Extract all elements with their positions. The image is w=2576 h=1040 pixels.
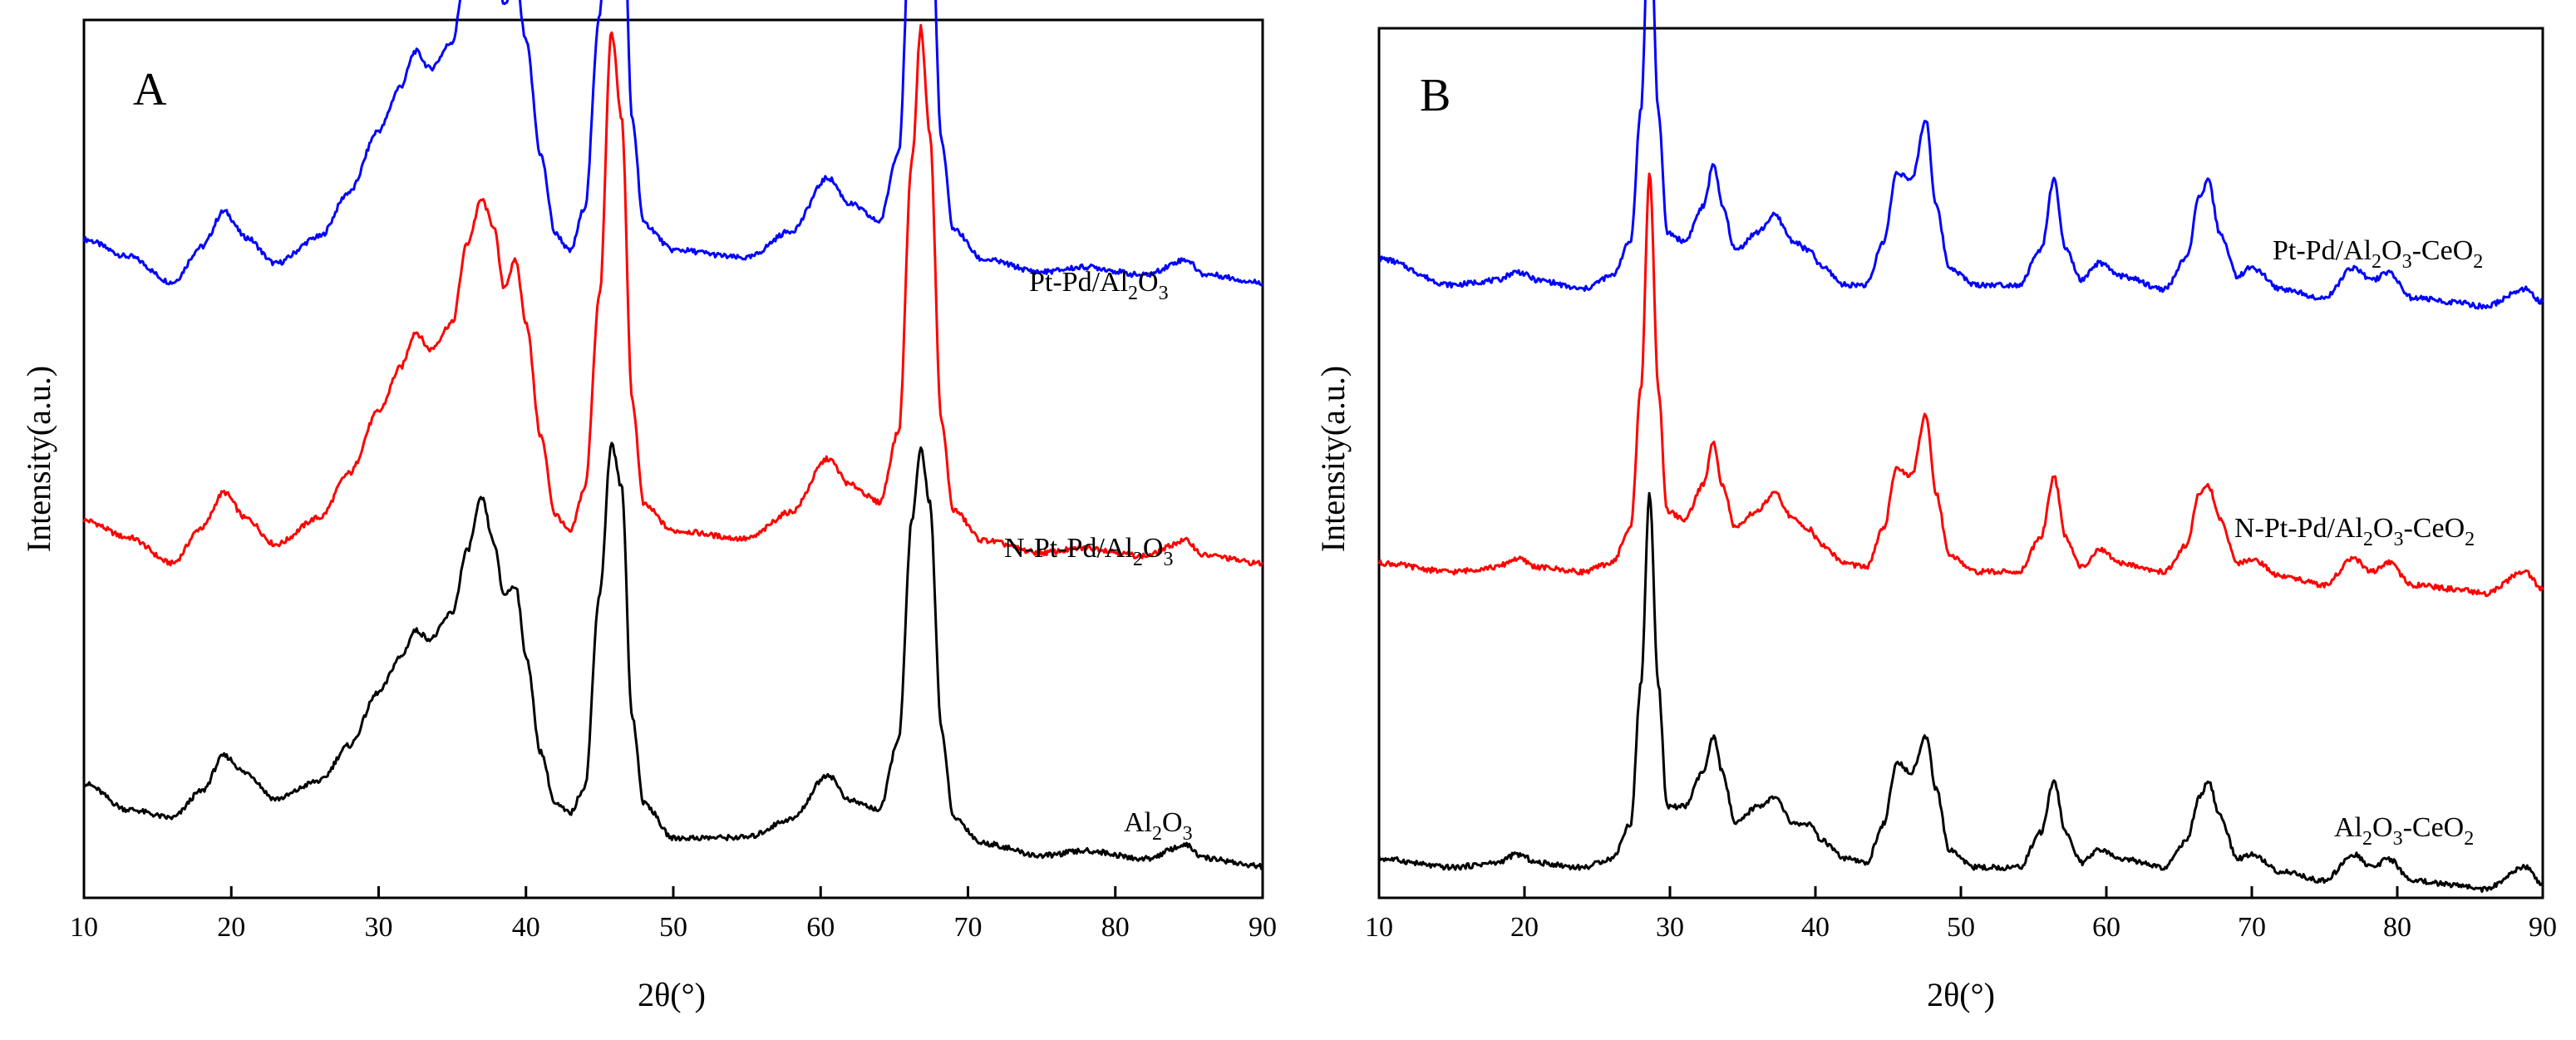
- panel-b-series-labels: Pt-Pd/Al2O3-CeO2 N-Pt-Pd/Al2O3-CeO2 Al2O…: [2234, 235, 2483, 850]
- series-line-a-1: [82, 23, 1264, 567]
- panel-a-series-labels: Pt-Pd/Al2O3 N-Pt-Pd/Al2O3 Al2O3: [1004, 267, 1193, 845]
- panel-b-x-axis-label: 2θ(°): [1927, 976, 1995, 1013]
- panel-b-frame: [1377, 27, 2544, 900]
- panel-b: B 10 20 30 40 50 60 70 80 90 Pt-Pd/Al2O3-CeO2 N-…: [1314, 0, 2557, 1013]
- panel-a-y-axis-label: Intensity(a.u.): [20, 366, 57, 552]
- panel-b-letter: B: [1420, 70, 1451, 121]
- x-tick-label-a-80: 80: [1101, 912, 1130, 943]
- x-tick-label-a-20: 20: [217, 912, 245, 943]
- x-tick-label-b-30: 30: [1656, 912, 1684, 943]
- x-tick-label-b-40: 40: [1801, 912, 1830, 943]
- x-tick-label-a-90: 90: [1249, 912, 1277, 943]
- series-label-n-pt-pd-al2o3-ceo2: N-Pt-Pd/Al2O3-CeO2: [2234, 513, 2475, 550]
- panel-a-frame: [82, 18, 1264, 900]
- panel-b-x-ticks: 10 20 30 40 50 60 70 80 90: [1365, 886, 2557, 943]
- x-tick-label-b-60: 60: [2092, 912, 2120, 943]
- x-tick-label-b-10: 10: [1365, 912, 1393, 943]
- x-tick-label-b-90: 90: [2529, 912, 2557, 943]
- x-tick-label-a-10: 10: [70, 912, 98, 943]
- panel-a-series: [82, 0, 1264, 870]
- x-tick-label-b-70: 70: [2238, 912, 2266, 943]
- x-tick-label-b-80: 80: [2383, 912, 2411, 943]
- panel-a: A 10 20 30 40 50 60 70 80 90 Pt-Pd/Al2O3 N-Pt-Pd…: [20, 0, 1277, 1013]
- panel-a-letter: A: [133, 64, 167, 116]
- x-tick-label-a-40: 40: [512, 912, 540, 943]
- x-tick-label-b-20: 20: [1510, 912, 1539, 943]
- series-label-n-pt-pd-al2o3: N-Pt-Pd/Al2O3: [1004, 533, 1173, 570]
- series-line-b-0: [1378, 0, 2544, 310]
- series-label-al2o3-ceo2: Al2O3-CeO2: [2334, 812, 2474, 850]
- x-tick-label-b-50: 50: [1947, 912, 1975, 943]
- series-line-b-2: [1377, 491, 2544, 893]
- x-tick-label-a-60: 60: [806, 912, 835, 943]
- series-line-a-0: [82, 0, 1264, 287]
- panel-b-series: [1377, 0, 2544, 893]
- x-tick-label-a-70: 70: [954, 912, 983, 943]
- series-label-pt-pd-al2o3: Pt-Pd/Al2O3: [1029, 267, 1169, 304]
- x-tick-label-a-50: 50: [659, 912, 687, 943]
- x-tick-label-a-30: 30: [365, 912, 393, 943]
- panel-a-x-axis-label: 2θ(°): [638, 976, 706, 1013]
- series-line-b-1: [1377, 172, 2544, 598]
- series-label-al2o3: Al2O3: [1124, 807, 1193, 845]
- panel-a-x-ticks: 10 20 30 40 50 60 70 80 90: [70, 886, 1277, 943]
- series-label-pt-pd-al2o3-ceo2: Pt-Pd/Al2O3-CeO2: [2273, 235, 2483, 273]
- series-line-a-2: [83, 441, 1264, 870]
- panel-b-y-axis-label: Intensity(a.u.): [1314, 366, 1352, 552]
